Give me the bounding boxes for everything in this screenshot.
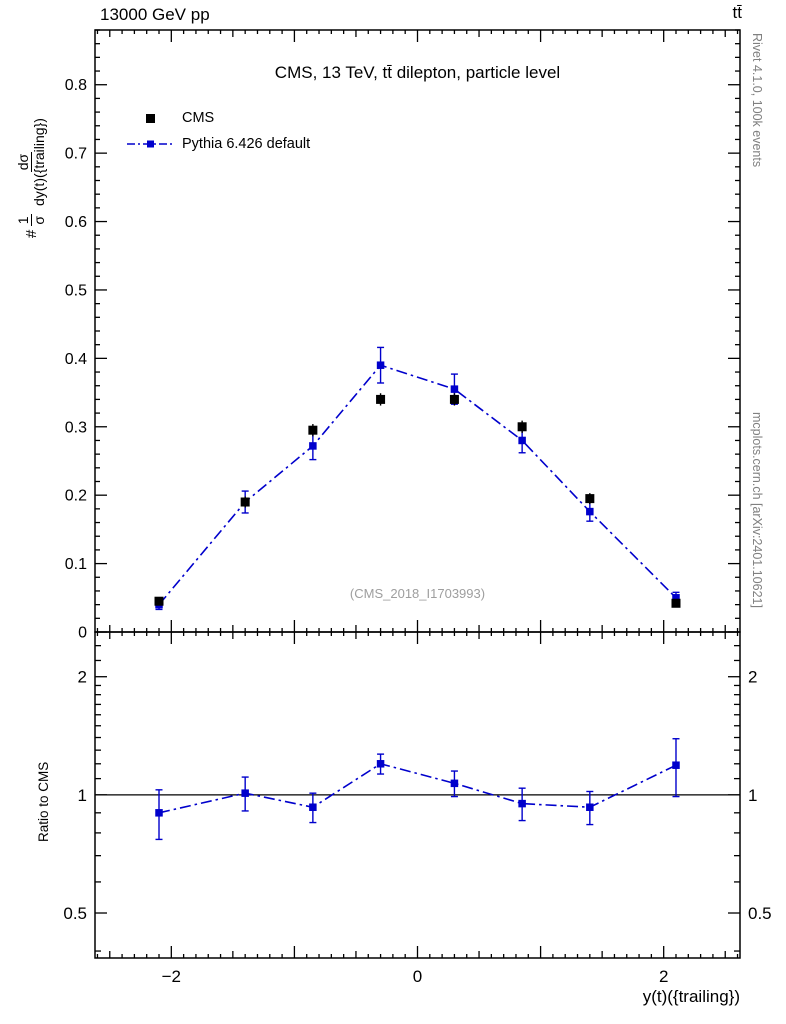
legend-item-cms: CMS [126, 105, 310, 131]
svg-text:2: 2 [659, 967, 668, 986]
ylabel-fraction-one-over-sigma: 1 σ [15, 214, 48, 227]
svg-text:2: 2 [78, 668, 87, 687]
svg-text:1: 1 [78, 786, 87, 805]
svg-text:1: 1 [748, 786, 757, 805]
rivet-version-label: Rivet 4.1.0, 100k events [750, 33, 764, 168]
ylabel-fraction-dsigma-dy: dσ dy(t)({trailing}) [15, 118, 48, 207]
svg-text:0.6: 0.6 [65, 214, 87, 231]
svg-text:0: 0 [78, 625, 87, 642]
mcplots-arxiv-label: mcplots.cern.ch [arXiv:2401.10621] [750, 412, 764, 608]
svg-text:0.7: 0.7 [65, 146, 87, 163]
legend-label-pythia: Pythia 6.426 default [182, 136, 311, 152]
svg-text:0.8: 0.8 [65, 77, 87, 94]
legend-label-cms: CMS [182, 110, 215, 126]
legend-item-pythia: Pythia 6.426 default [126, 131, 310, 157]
svg-text:0.3: 0.3 [65, 419, 87, 436]
plot-title: CMS, 13 TeV, tt̄ dilepton, particle leve… [274, 63, 561, 82]
svg-text:−2: −2 [162, 967, 181, 986]
beam-energy-label: 13000 GeV pp [100, 5, 210, 24]
cms-marker-icon [126, 113, 174, 123]
svg-text:0.1: 0.1 [65, 556, 87, 573]
pythia-dashdot-line-icon [126, 139, 174, 149]
svg-text:0.2: 0.2 [65, 488, 87, 505]
y-axis-label: # 1 σ dσ dy(t)({trailing}) [15, 113, 48, 238]
x-axis-label: y(t)({trailing}) [642, 987, 740, 1006]
svg-text:0: 0 [413, 967, 422, 986]
svg-text:2: 2 [748, 668, 757, 687]
svg-text:0.4: 0.4 [65, 351, 87, 368]
ratio-y-axis-label: Ratio to CMS [36, 761, 51, 842]
svg-text:0.5: 0.5 [65, 282, 87, 299]
ylabel-hash: # [23, 229, 41, 238]
process-label: tt̄ [732, 3, 742, 22]
svg-text:0.5: 0.5 [748, 904, 772, 923]
svg-text:0.5: 0.5 [63, 904, 87, 923]
analysis-id-watermark: (CMS_2018_I1703993) [349, 586, 486, 601]
legend: CMS Pythia 6.426 default [126, 105, 310, 157]
